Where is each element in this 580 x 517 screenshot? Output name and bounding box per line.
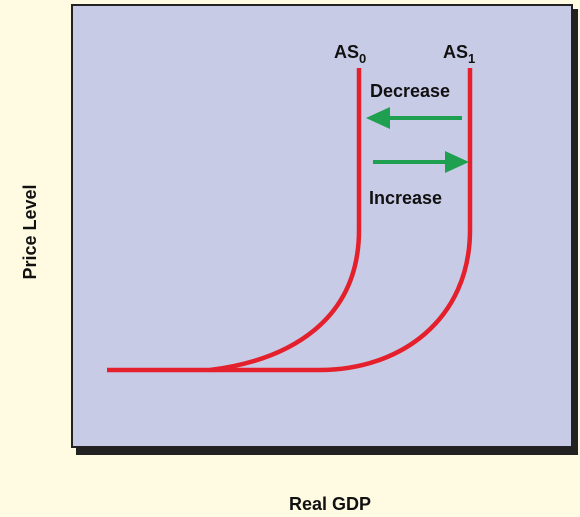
as1-sub: 1	[468, 51, 475, 66]
as1-label: AS1	[443, 42, 475, 66]
as1-curve	[107, 68, 473, 373]
decrease-arrow	[366, 107, 462, 129]
as0-base: AS	[334, 42, 359, 62]
as0-curve	[209, 68, 362, 373]
x-axis-label: Real GDP	[289, 494, 371, 514]
increase-arrow	[373, 151, 469, 173]
as1-base: AS	[443, 42, 468, 62]
decrease-label: Decrease	[370, 81, 450, 101]
as0-sub: 0	[359, 51, 366, 66]
increase-label: Increase	[369, 188, 442, 208]
plot-area	[71, 4, 573, 448]
y-axis-label: Price Level	[20, 184, 40, 279]
as0-label: AS0	[334, 42, 366, 66]
